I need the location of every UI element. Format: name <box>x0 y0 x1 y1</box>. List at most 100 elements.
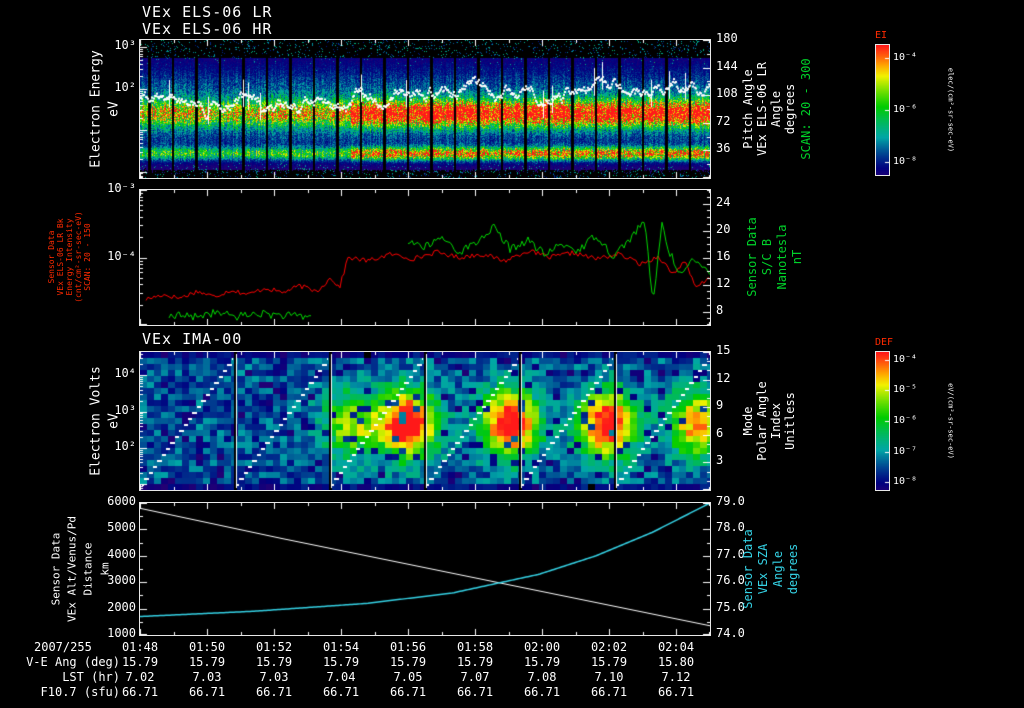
y-axis-tick-label-right: 12 <box>716 371 731 385</box>
intensity-bfield-panel <box>139 189 711 326</box>
y-axis-tick-label-right: 9 <box>716 398 724 412</box>
colorbar-tick-label: 10⁻⁸ <box>893 476 918 487</box>
colorbar-def-title: DEF <box>875 337 894 348</box>
intensity-bfield-canvas <box>140 190 710 325</box>
bfield-left-axis-label: (cnt/cm²-sr-sec-eV) <box>74 211 83 303</box>
y-axis-tick-label: 3000 <box>107 573 136 587</box>
y-axis-tick-label: 2000 <box>107 600 136 614</box>
y-axis-tick-label-right: 108 <box>716 86 738 100</box>
ima-spectrogram-canvas <box>140 352 710 490</box>
els-spectrogram-panel <box>139 39 711 179</box>
els-right-axis-label: Pitch Angle <box>741 69 755 149</box>
colorbar-def <box>875 351 890 491</box>
els-right-axis-label: degrees <box>783 83 797 135</box>
altitude-sza-canvas <box>140 503 710 635</box>
bfield-left-axis-label: SCAN: 20 - 150 <box>83 223 92 291</box>
traj-left-axis-label: Distance <box>81 542 95 596</box>
traj-right-axis-label: Sensor Data <box>741 529 755 609</box>
footer-value: 7.04 <box>326 670 356 684</box>
colorbar-tick-label: 10⁻⁶ <box>893 415 918 426</box>
footer-value: 7.05 <box>393 670 423 684</box>
y-axis-tick-label-right: 12 <box>716 276 731 290</box>
footer-value: 7.03 <box>192 670 222 684</box>
els-right-axis-label: Angle <box>769 90 783 128</box>
bfield-right-axis-label: Sensor Data <box>745 217 759 297</box>
ima-right-axis-label: Polar Angle <box>755 381 769 461</box>
y-axis-tick-label-right: 6 <box>716 426 724 440</box>
footer-row-label-lst: LST (hr) <box>62 670 120 684</box>
colorbar-units-label: elec/(cm²-sr-sec-eV) <box>946 67 955 153</box>
colorbar-ei-title: EI <box>875 30 888 41</box>
y-axis-tick-label-right: 144 <box>716 59 738 73</box>
panel-ima-title: VEx IMA-00 <box>142 330 243 348</box>
time-label: 01:56 <box>389 640 427 654</box>
footer-value: 15.79 <box>322 655 360 669</box>
footer-value: 66.71 <box>188 685 226 699</box>
footer-value: 66.71 <box>255 685 293 699</box>
footer-row-label-ve-ang: V-E Ang (deg) <box>26 655 120 669</box>
footer-value: 15.79 <box>590 655 628 669</box>
time-label: 02:02 <box>590 640 628 654</box>
y-axis-tick-label: 10² <box>114 439 136 453</box>
y-axis-tick-label-right: 8 <box>716 303 724 317</box>
footer-value: 15.79 <box>188 655 226 669</box>
footer-value: 66.71 <box>523 685 561 699</box>
footer-value: 15.79 <box>456 655 494 669</box>
time-label: 01:50 <box>188 640 226 654</box>
traj-left-axis-label: km <box>98 562 112 576</box>
y-axis-tick-label-right: 36 <box>716 141 731 155</box>
colorbar-ei <box>875 44 890 176</box>
panel-els-title-line2: VEx ELS-06 HR <box>142 20 273 38</box>
y-axis-tick-label-right: 79.0 <box>716 494 745 508</box>
footer-value: 15.79 <box>523 655 561 669</box>
els-right-axis-label: VEx ELS-06 LR <box>755 62 769 156</box>
y-axis-tick-label-right: 78.0 <box>716 520 745 534</box>
bfield-right-axis-label: S/C B <box>760 238 774 276</box>
bfield-left-axis-label: VEx ELS-06 LR Bk <box>56 218 65 296</box>
y-axis-tick-label-right: 3 <box>716 453 724 467</box>
bfield-right-axis-label: nT <box>790 249 804 265</box>
traj-right-axis-label: Angle <box>771 550 785 588</box>
y-axis-tick-label-right: 15 <box>716 343 731 357</box>
y-axis-tick-label: 10⁴ <box>114 366 136 380</box>
footer-value: 66.71 <box>389 685 427 699</box>
time-label: 02:04 <box>657 640 695 654</box>
els-scan-label: SCAN: 20 - 300 <box>799 58 813 160</box>
bfield-left-axis-label: Energy Intensity <box>65 218 74 296</box>
bfield-right-axis-label: Nanotesla <box>775 224 789 290</box>
colorbar-tick-label: 10⁻⁴ <box>893 52 918 63</box>
y-axis-tick-label-right: 77.0 <box>716 547 745 561</box>
ima-left-axis-label: eV <box>106 413 122 429</box>
footer-value: 66.71 <box>322 685 360 699</box>
time-label: 01:52 <box>255 640 293 654</box>
footer-value: 66.71 <box>657 685 695 699</box>
footer-value: 15.79 <box>389 655 427 669</box>
y-axis-tick-label-right: 72 <box>716 114 731 128</box>
altitude-sza-panel <box>139 502 711 636</box>
footer-value: 15.79 <box>121 655 159 669</box>
y-axis-tick-label: 1000 <box>107 626 136 640</box>
y-axis-tick-label-right: 180 <box>716 31 738 45</box>
footer-value: 15.79 <box>255 655 293 669</box>
colorbar-ei-canvas <box>876 45 889 175</box>
y-axis-tick-label-right: 24 <box>716 195 731 209</box>
colorbar-def-canvas <box>876 352 889 490</box>
panel-els-title-line1: VEx ELS-06 LR <box>142 3 273 21</box>
y-axis-tick-label-right: 20 <box>716 222 731 236</box>
footer-value: 7.12 <box>661 670 691 684</box>
colorbar-tick-label: 10⁻⁶ <box>893 104 918 115</box>
colorbar-tick-label: 10⁻⁷ <box>893 446 918 457</box>
footer-value: 7.02 <box>125 670 155 684</box>
footer-value: 66.71 <box>590 685 628 699</box>
time-label: 01:58 <box>456 640 494 654</box>
traj-right-axis-label: degrees <box>786 543 800 595</box>
ima-right-axis-label: Index <box>769 402 783 440</box>
time-label: 01:48 <box>121 640 159 654</box>
y-axis-tick-label: 10² <box>114 80 136 94</box>
ima-spectrogram-panel <box>139 351 711 491</box>
y-axis-tick-label-right: 16 <box>716 249 731 263</box>
y-axis-tick-label: 10³ <box>114 403 136 417</box>
footer-value: 7.03 <box>259 670 289 684</box>
footer-value: 7.07 <box>460 670 490 684</box>
